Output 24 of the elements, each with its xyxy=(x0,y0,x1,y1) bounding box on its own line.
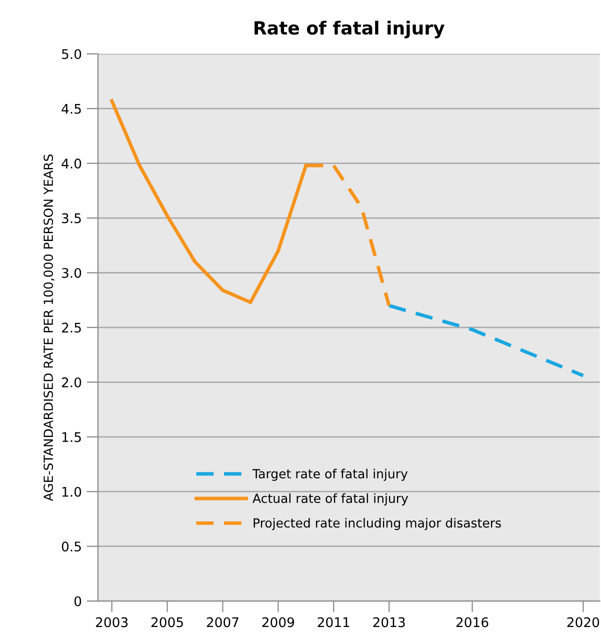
y-axis-title: AGE-STANDARDISED RATE PER 100,000 PERSON YEARS xyxy=(44,154,54,501)
x-tick-label: 2005 xyxy=(151,617,183,628)
y-tick-label: 2.0 xyxy=(62,377,82,388)
y-tick-label: 0 xyxy=(74,596,82,606)
y-tick-label: 1.0 xyxy=(62,486,82,497)
y-tick-label: 0.5 xyxy=(62,542,81,552)
legend-label: Actual rate of fatal injury xyxy=(252,493,408,506)
x-tick-label: 2007 xyxy=(206,617,238,628)
x-tick-label: 2013 xyxy=(373,617,405,628)
y-tick-label: 2.5 xyxy=(62,322,81,333)
legend-label: Target rate of fatal injury xyxy=(252,468,408,481)
y-tick-label: 4.5 xyxy=(62,104,81,114)
x-tick-label: 2009 xyxy=(262,617,294,628)
x-tick-label: 2016 xyxy=(456,617,488,628)
x-tick-label: 2011 xyxy=(318,617,350,628)
y-tick-label: 5.0 xyxy=(62,49,82,60)
x-tick-label: 2020 xyxy=(567,617,600,628)
y-tick-label: 1.5 xyxy=(62,432,81,442)
x-tick-label: 2003 xyxy=(96,617,128,628)
chart-title: Rate of fatal injury xyxy=(254,20,444,38)
legend-label: Projected rate including major disasters xyxy=(254,518,501,530)
y-tick-label: 3.0 xyxy=(62,268,82,278)
y-tick-label: 3.5 xyxy=(62,213,81,224)
y-tick-label: 4.0 xyxy=(62,158,82,169)
